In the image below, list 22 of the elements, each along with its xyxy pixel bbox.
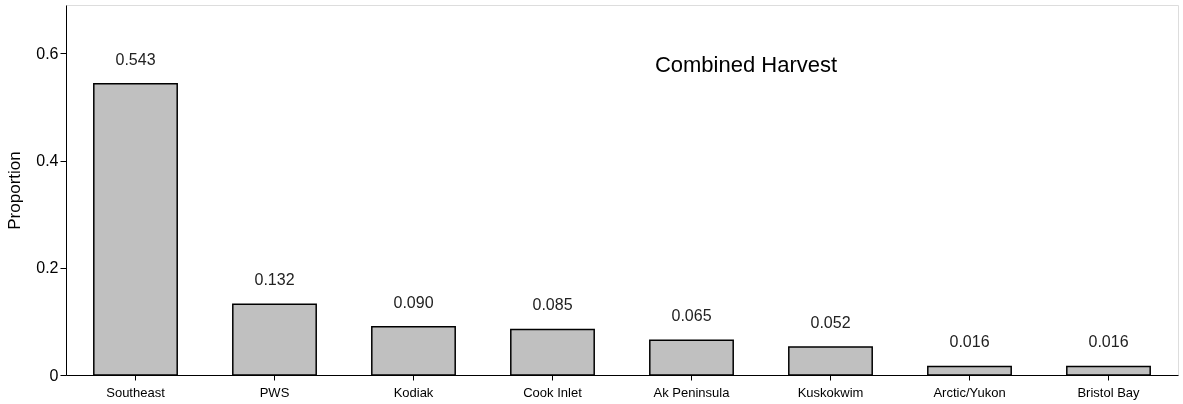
x-tick-label: Arctic/Yukon bbox=[933, 384, 1006, 400]
data-label: 0.052 bbox=[810, 314, 851, 332]
x-tick-label: PWS bbox=[259, 384, 290, 400]
x-tick-label: Cook Inlet bbox=[523, 384, 583, 400]
y-tick-label: 0.6 bbox=[36, 44, 59, 62]
x-tick-label: Bristol Bay bbox=[1077, 384, 1141, 400]
annotation: Combined Harvest bbox=[654, 52, 838, 77]
y-axis-title: Proportion bbox=[5, 151, 25, 230]
y-tick-label: 0 bbox=[49, 366, 59, 384]
data-label: 0.085 bbox=[532, 296, 573, 314]
data-label: 0.543 bbox=[115, 50, 156, 68]
data-label: 0.016 bbox=[1088, 333, 1129, 351]
y-tick-label: 0.4 bbox=[36, 152, 59, 170]
x-tick-label: Ak Peninsula bbox=[653, 384, 731, 400]
x-tick-label: Kuskokwim bbox=[797, 384, 864, 400]
y-tick-label: 0.2 bbox=[36, 259, 59, 277]
x-tick-label: Southeast bbox=[106, 384, 166, 400]
data-label: 0.065 bbox=[671, 307, 712, 325]
data-label: 0.090 bbox=[393, 293, 434, 311]
data-label: 0.016 bbox=[949, 333, 990, 351]
data-label: 0.132 bbox=[254, 271, 295, 289]
x-tick-label: Kodiak bbox=[393, 384, 434, 400]
